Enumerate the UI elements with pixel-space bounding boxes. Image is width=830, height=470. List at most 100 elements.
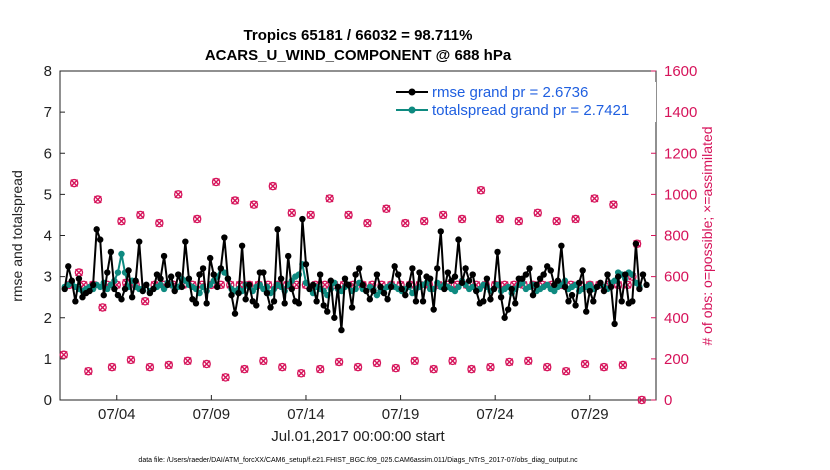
rmse-point — [590, 298, 597, 305]
obs-assimilated-marker — [439, 211, 448, 219]
rmse-point — [281, 300, 288, 307]
rmse-point — [341, 275, 349, 282]
rmse-point — [196, 271, 203, 278]
obs-assimilated-marker — [524, 357, 533, 365]
obs-possible-marker — [249, 200, 259, 209]
obs-possible-marker — [457, 214, 467, 224]
rmse-point — [206, 254, 214, 262]
rmse-point — [352, 271, 359, 278]
rmse-point — [639, 271, 647, 278]
rmse-point — [182, 238, 189, 245]
obs-assimilated-marker — [250, 200, 258, 209]
obs-assimilated-marker — [363, 219, 372, 228]
obs-assimilated-marker — [344, 211, 353, 219]
obs-possible-marker — [391, 363, 401, 373]
rmse-point — [128, 293, 136, 301]
rmse-point — [572, 302, 579, 309]
obs-possible-marker — [287, 208, 297, 218]
obs-assimilated-marker — [145, 363, 154, 371]
obs-assimilated-marker — [193, 215, 202, 223]
obs-possible-marker — [259, 356, 268, 366]
rmse-point — [118, 296, 125, 303]
obs-possible-marker — [363, 218, 372, 228]
obs-assimilated-marker — [183, 357, 192, 365]
rmse-point — [132, 277, 139, 284]
obs-possible-marker — [505, 357, 514, 367]
rmse-point — [547, 267, 554, 274]
obs-assimilated-marker — [84, 367, 93, 376]
rmse-point — [501, 314, 508, 321]
obs-possible-marker — [230, 196, 240, 205]
obs-possible-marker — [590, 194, 599, 203]
rmse-point — [387, 283, 395, 291]
rmse-point — [462, 265, 469, 272]
obs-possible-marker — [164, 360, 174, 370]
y-tick-left-label: 4 — [44, 228, 52, 245]
rmse-point — [136, 238, 143, 245]
rmse-point — [579, 267, 586, 274]
obs-assimilated-marker — [155, 219, 164, 228]
obs-assimilated-marker — [59, 350, 68, 359]
obs-possible-marker — [296, 369, 306, 378]
y-tick-left-label: 6 — [44, 145, 52, 162]
obs-assimilated-marker — [505, 358, 514, 366]
rmse-point — [575, 279, 583, 286]
rmse-series — [61, 215, 650, 334]
rmse-point — [316, 271, 324, 278]
x-axis-label: Jul.01,2017 00:00:00 start — [271, 428, 445, 445]
x-tick-label: 07/14 — [287, 406, 325, 423]
rmse-point — [412, 298, 420, 305]
rmse-point — [235, 289, 242, 297]
obs-possible-marker — [211, 177, 221, 187]
obs-possible-marker — [202, 359, 211, 369]
obs-possible-marker — [84, 366, 93, 376]
rmse-point — [419, 298, 427, 305]
y-tick-left-label: 0 — [44, 392, 52, 409]
obs-possible-marker — [372, 358, 382, 368]
obs-possible-marker — [467, 364, 476, 374]
rmse-point — [107, 248, 115, 256]
rmse-point — [480, 298, 487, 305]
rmse-point — [444, 269, 452, 276]
obs-assimilated-marker — [212, 178, 220, 186]
rmse-point — [561, 283, 569, 291]
rmse-point — [192, 300, 200, 307]
obs-possible-marker — [486, 362, 495, 372]
obs-possible-marker — [495, 214, 505, 224]
rmse-point — [416, 269, 423, 276]
rmse-point — [260, 269, 267, 276]
rmse-point — [497, 293, 505, 301]
obs-possible-marker — [410, 356, 420, 366]
rmse-point — [61, 285, 68, 293]
obs-assimilated-marker — [306, 211, 315, 219]
rmse-point — [526, 265, 533, 272]
legend-spread-label: totalspread grand pr = 2.7421 — [432, 102, 629, 119]
obs-assimilated-marker — [496, 215, 504, 223]
obs-assimilated-marker — [98, 303, 107, 312]
rmse-point — [600, 287, 608, 295]
rmse-point — [441, 285, 448, 293]
obs-possible-marker — [59, 350, 69, 360]
rmse-point — [178, 283, 186, 291]
rmse-point — [267, 304, 274, 311]
rmse-point — [533, 281, 540, 289]
rmse-point — [86, 287, 93, 295]
obs-assimilated-marker — [609, 200, 618, 209]
y-tick-right-label: 1600 — [664, 63, 697, 80]
rmse-point — [597, 279, 604, 286]
legend-box — [393, 82, 656, 122]
obs-possible-marker — [155, 218, 164, 228]
y-axis-label-right: # of obs: o=possible; ×=assimilated — [699, 126, 715, 345]
rmse-point — [469, 271, 476, 278]
rmse-point — [366, 296, 374, 303]
rmse-point — [164, 281, 171, 289]
obs-assimilated-marker — [373, 359, 381, 367]
obs-possible-marker — [618, 360, 628, 370]
obs-possible-marker — [552, 216, 561, 226]
x-tick-label: 07/09 — [193, 406, 231, 423]
obs-assimilated-marker — [562, 367, 571, 376]
y-tick-right-label: 0 — [664, 392, 672, 409]
obs-possible-marker — [448, 356, 457, 366]
y-tick-left-label: 1 — [44, 351, 52, 368]
rmse-point — [384, 296, 391, 303]
